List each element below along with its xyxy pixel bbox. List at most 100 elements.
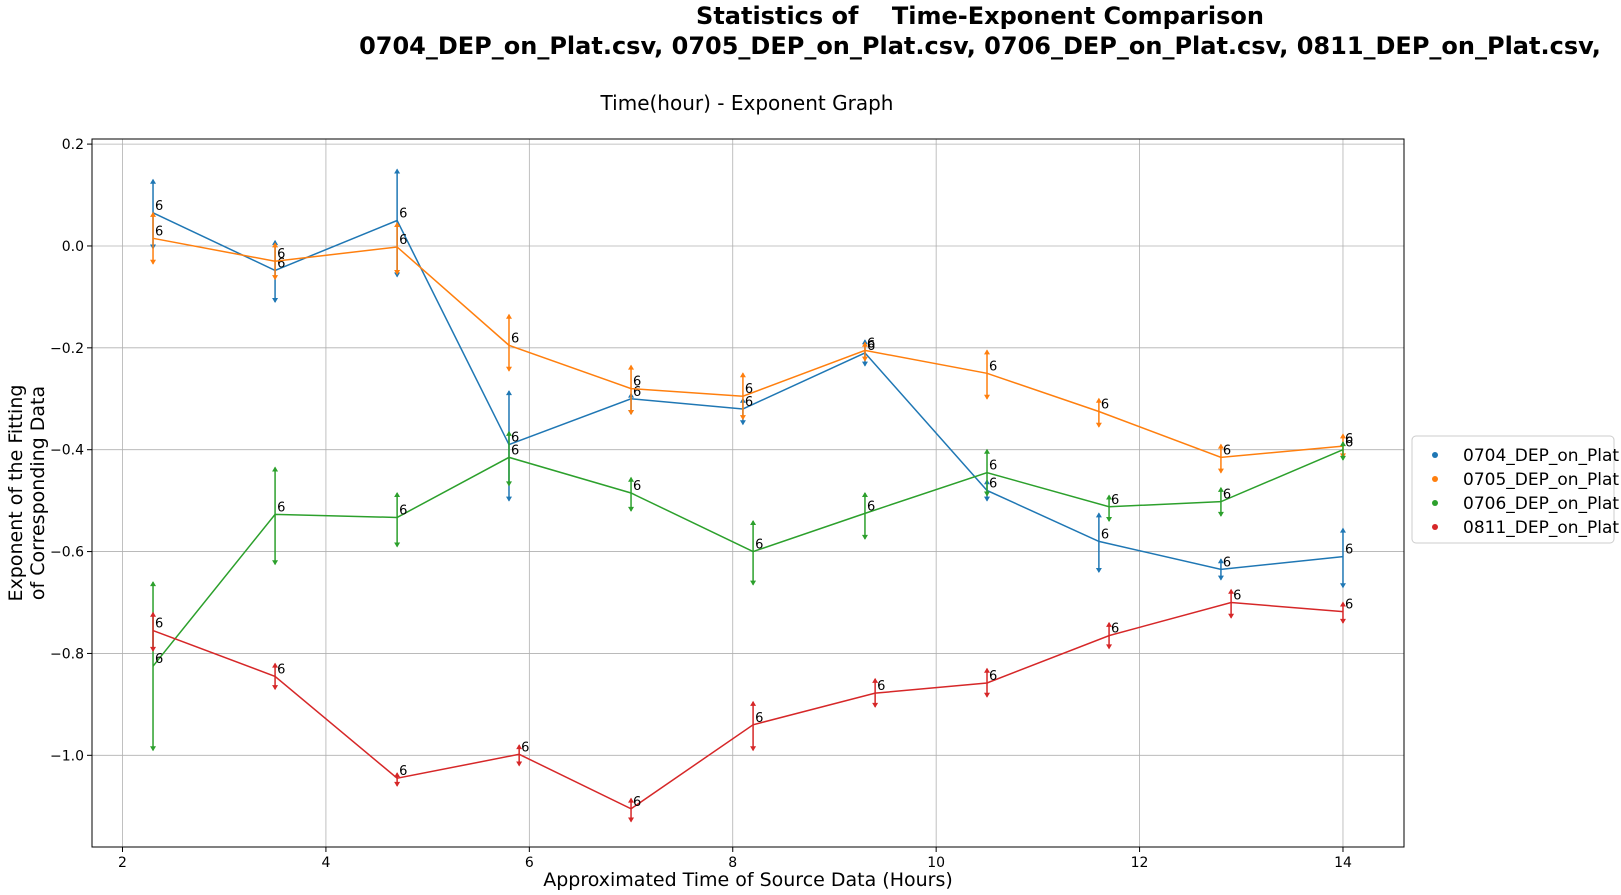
suptitle-line-2: 0704_DEP_on_Plat.csv, 0705_DEP_on_Plat.c… <box>359 32 1601 60</box>
error-cap-lower <box>861 534 868 540</box>
grid-lines <box>92 139 1404 847</box>
error-cap-upper <box>516 744 523 750</box>
error-cap-upper <box>861 492 868 497</box>
error-cap-lower <box>150 646 157 652</box>
error-cap-upper <box>861 339 868 345</box>
point-count-label: 6 <box>1101 398 1109 413</box>
error-cap-upper <box>861 341 868 347</box>
error-cap-upper <box>505 430 512 436</box>
point-count-label: 6 <box>1345 436 1353 451</box>
point-count-label: 6 <box>989 669 997 684</box>
error-cap-lower <box>505 481 512 487</box>
y-tick-label: −0.4 <box>50 443 84 459</box>
error-cap-lower <box>628 410 635 416</box>
point-count-label: 6 <box>1233 589 1241 604</box>
error-cap-lower <box>1228 613 1235 619</box>
point-count-label: 6 <box>867 336 875 351</box>
point-count-label: 6 <box>277 256 285 271</box>
error-cap-upper <box>505 313 512 319</box>
error-cap-lower <box>984 692 991 698</box>
error-cap-upper <box>394 168 401 174</box>
error-cap-upper <box>394 222 401 228</box>
y-tick-label: −0.6 <box>50 545 84 561</box>
error-cap-lower <box>1095 567 1102 573</box>
point-count-label: 6 <box>633 375 641 390</box>
error-cap-upper <box>272 239 279 245</box>
point-count-label: 6 <box>1111 622 1119 637</box>
error-cap-upper <box>150 211 157 217</box>
error-cap-lower <box>628 817 635 823</box>
error-cap-lower <box>394 542 401 548</box>
x-axis-label: Approximated Time of Source Data (Hours) <box>543 869 953 891</box>
error-cap-lower <box>872 702 879 708</box>
error-cap-upper <box>750 520 757 526</box>
error-cap-lower <box>861 356 868 362</box>
error-cap-upper <box>1106 621 1113 627</box>
x-tick-label: 8 <box>728 855 737 871</box>
error-cap-lower <box>1339 583 1346 589</box>
error-cap-upper <box>1217 443 1224 449</box>
point-count-label: 6 <box>155 199 163 214</box>
point-count-label: 6 <box>277 247 285 262</box>
legend-entry-label: 0706_DEP_on_Plat <box>1463 494 1619 514</box>
error-cap-upper <box>872 677 879 683</box>
point-count-label: 6 <box>745 382 753 397</box>
point-count-label: 6 <box>867 499 875 514</box>
x-tick-label: 2 <box>118 855 127 871</box>
x-tick-label: 10 <box>927 855 945 871</box>
point-count-label: 6 <box>155 617 163 632</box>
error-cap-lower <box>150 746 157 752</box>
point-count-label: 6 <box>633 385 641 400</box>
error-cap-upper <box>628 364 635 370</box>
error-cap-lower <box>394 781 401 787</box>
point-count-label: 6 <box>1223 488 1231 503</box>
point-count-label: 6 <box>399 503 407 518</box>
error-cap-lower <box>984 394 991 400</box>
point-count-label: 6 <box>511 443 519 458</box>
error-cap-upper <box>505 390 512 396</box>
point-count-label: 6 <box>1345 598 1353 613</box>
error-cap-lower <box>272 560 279 566</box>
legend: 0704_DEP_on_Plat 0705_DEP_on_Plat 0706_DEP… <box>1411 435 1619 544</box>
error-cap-upper <box>1095 512 1102 518</box>
error-cap-upper <box>1095 397 1102 403</box>
x-tick-label: 14 <box>1334 855 1352 871</box>
error-cap-upper <box>1217 558 1224 564</box>
point-count-label: 6 <box>989 459 997 474</box>
error-cap-lower <box>272 275 279 281</box>
error-cap-lower <box>628 506 635 512</box>
error-cap-lower <box>739 420 746 426</box>
error-cap-upper <box>150 581 157 587</box>
y-tick-label: −0.8 <box>50 646 84 662</box>
axis-ticks: 2 4 6 8 10 12 14 0.2 0.0 −0.2 −0.4 −0.6 −0.8 −1.0 <box>50 137 1352 871</box>
error-cap-upper <box>984 349 991 355</box>
error-cap-upper <box>150 611 157 617</box>
error-cap-upper <box>750 700 757 706</box>
point-count-label: 6 <box>1223 555 1231 570</box>
point-count-label: 6 <box>155 224 163 239</box>
error-cap-lower <box>505 366 512 372</box>
y-tick-label: 0.2 <box>62 137 84 153</box>
error-cap-lower <box>272 685 279 691</box>
legend-marker <box>1432 476 1438 482</box>
error-cap-upper <box>1339 527 1346 533</box>
error-cap-lower <box>984 496 991 502</box>
error-cap-lower <box>1095 422 1102 428</box>
point-count-label: 6 <box>633 479 641 494</box>
plot-frame <box>91 138 1405 848</box>
point-count-label: 6 <box>989 359 997 374</box>
point-count-label: 6 <box>511 431 519 446</box>
error-cap-upper <box>984 448 991 454</box>
series-line <box>152 449 1344 667</box>
error-cap-lower <box>1106 517 1113 523</box>
error-cap-upper <box>1106 494 1113 500</box>
error-cap-upper <box>1217 486 1224 492</box>
point-count-label: 6 <box>155 652 163 667</box>
error-cap-lower <box>1339 455 1346 461</box>
point-count-label: 6 <box>521 740 529 755</box>
point-count-label: 6 <box>633 795 641 810</box>
